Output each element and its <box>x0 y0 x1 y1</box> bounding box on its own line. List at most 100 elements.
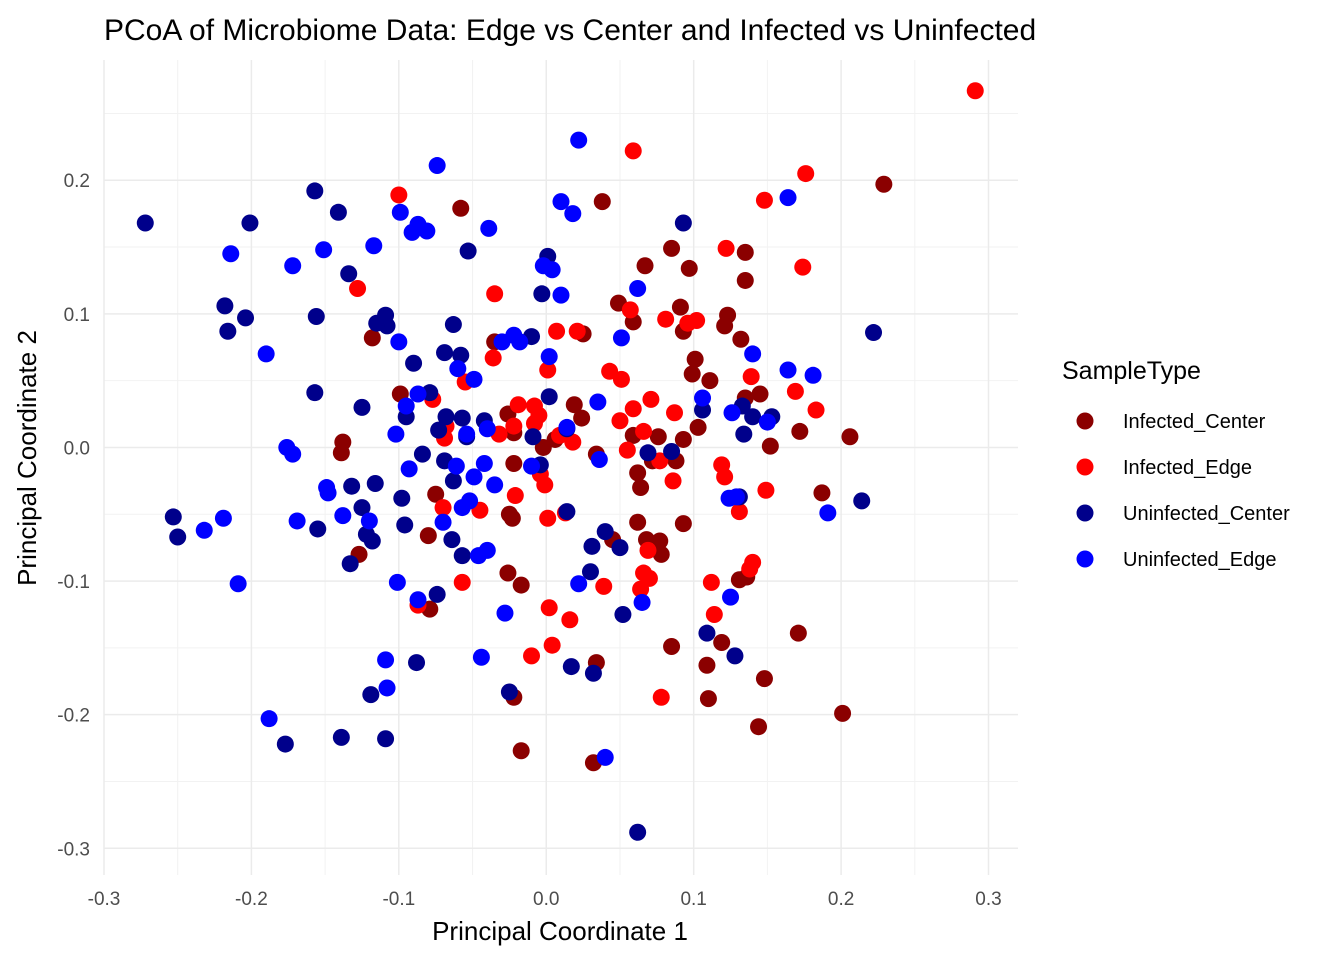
data-point <box>486 476 504 494</box>
data-point <box>674 214 692 232</box>
y-tick-label: 0.0 <box>64 438 90 459</box>
x-tick-label: -0.3 <box>88 889 121 910</box>
data-point <box>306 182 324 200</box>
data-point <box>699 690 717 708</box>
data-point <box>396 516 414 534</box>
data-point <box>716 468 734 486</box>
x-tick-label: 0.0 <box>533 889 559 910</box>
data-point <box>500 683 518 701</box>
data-point <box>629 823 647 841</box>
data-point <box>496 604 514 622</box>
data-point <box>612 329 630 347</box>
data-point <box>543 261 561 279</box>
data-point <box>596 523 614 541</box>
data-point <box>813 484 831 502</box>
legend-key <box>1076 412 1094 430</box>
data-point <box>391 203 409 221</box>
data-point <box>564 433 582 451</box>
data-point <box>484 349 502 367</box>
data-point <box>505 454 523 472</box>
data-point <box>834 704 852 722</box>
data-point <box>539 361 557 379</box>
data-point <box>458 425 476 443</box>
data-point <box>343 477 361 495</box>
data-point <box>136 214 154 232</box>
data-point <box>761 437 779 455</box>
x-tick-label: 0.2 <box>828 889 854 910</box>
data-point <box>260 710 278 728</box>
data-point <box>332 728 350 746</box>
data-point <box>651 532 669 550</box>
data-point <box>618 441 636 459</box>
data-point <box>713 634 731 652</box>
data-point <box>595 577 613 595</box>
data-point <box>649 428 667 446</box>
legend-label: Uninfected_Center <box>1123 503 1290 525</box>
data-point <box>666 404 684 422</box>
data-point <box>657 310 675 328</box>
data-point <box>436 344 454 362</box>
data-point <box>621 301 639 319</box>
data-point <box>353 398 371 416</box>
data-point <box>562 658 580 676</box>
data-point <box>744 408 762 426</box>
y-tick-label: 0.2 <box>64 171 90 192</box>
data-point <box>652 545 670 563</box>
x-tick-label: 0.1 <box>680 889 706 910</box>
data-point <box>642 390 660 408</box>
data-point <box>309 520 327 538</box>
data-point <box>794 258 812 276</box>
data-point <box>558 503 576 521</box>
data-point <box>452 199 470 217</box>
data-point <box>751 385 769 403</box>
data-points <box>136 82 984 841</box>
data-point <box>453 499 471 517</box>
data-point <box>807 401 825 419</box>
x-tick-label: -0.2 <box>235 889 268 910</box>
data-point <box>340 265 358 283</box>
data-point <box>570 131 588 149</box>
data-point <box>393 489 411 507</box>
data-point <box>500 505 518 523</box>
legend-label: Uninfected_Edge <box>1123 549 1276 571</box>
data-point <box>705 605 723 623</box>
x-axis-title: Principal Coordinate 1 <box>432 916 688 946</box>
data-point <box>635 422 653 440</box>
data-point <box>443 531 461 549</box>
data-point <box>341 555 359 573</box>
data-point <box>730 503 748 521</box>
data-point <box>779 361 797 379</box>
data-point <box>512 576 530 594</box>
data-point <box>543 636 561 654</box>
data-point <box>534 438 552 456</box>
data-point <box>360 512 378 530</box>
data-point <box>444 472 462 490</box>
data-point <box>434 513 452 531</box>
data-point <box>525 397 543 415</box>
data-point <box>583 537 601 555</box>
data-point <box>459 242 477 260</box>
data-point <box>663 638 681 656</box>
data-point <box>465 370 483 388</box>
data-point <box>437 408 455 426</box>
data-point <box>362 686 380 704</box>
data-point <box>652 688 670 706</box>
data-point <box>552 193 570 211</box>
data-point <box>750 718 768 736</box>
data-point <box>453 547 471 565</box>
data-point <box>791 422 809 440</box>
data-point <box>524 428 542 446</box>
data-point <box>214 509 232 527</box>
data-point <box>565 396 583 414</box>
data-point <box>390 333 408 351</box>
data-point <box>561 611 579 629</box>
data-point <box>581 563 599 581</box>
data-point <box>453 573 471 591</box>
data-point <box>353 499 371 517</box>
data-point <box>284 257 302 275</box>
series-uninfected-edge <box>195 131 837 766</box>
data-point <box>663 239 681 257</box>
data-point <box>736 271 754 289</box>
data-point <box>698 656 716 674</box>
